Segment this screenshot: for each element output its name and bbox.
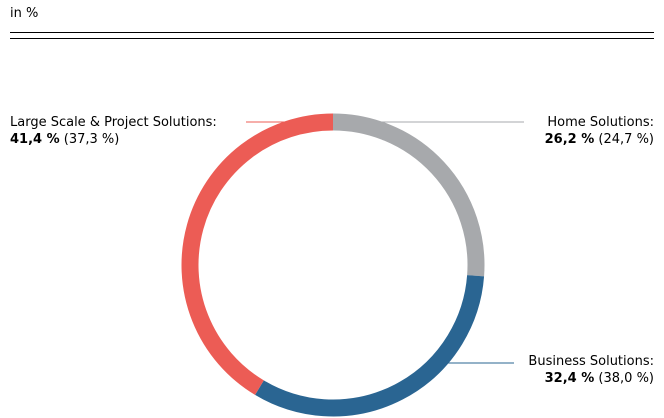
donut-slice-1 xyxy=(255,275,485,417)
legend-large-scale-value: 41,4 % xyxy=(10,132,60,147)
legend-home-solutions-value: 26,2 % xyxy=(544,132,595,147)
legend-business-solutions-previous: (38,0 %) xyxy=(598,371,654,386)
donut-slice-2 xyxy=(181,113,334,395)
legend-business-solutions-name: Business Solutions: xyxy=(528,354,654,369)
legend-home-solutions-name: Home Solutions: xyxy=(547,115,654,130)
legend-home-solutions-previous: (24,7 %) xyxy=(598,132,654,147)
legend-large-scale-name: Large Scale & Project Solutions: xyxy=(10,115,217,130)
unit-label: in % xyxy=(10,6,39,21)
legend-business-solutions-value: 32,4 % xyxy=(544,371,595,386)
legend-business-solutions: Business Solutions: 32,4 % (38,0 %) xyxy=(528,353,654,387)
legend-large-scale-previous: (37,3 %) xyxy=(63,132,120,147)
donut-slice-0 xyxy=(332,113,485,277)
legend-home-solutions: Home Solutions: 26,2 % (24,7 %) xyxy=(545,114,654,148)
header-rule-top xyxy=(10,32,654,33)
header-rule-bottom xyxy=(10,38,654,39)
legend-large-scale: Large Scale & Project Solutions: 41,4 % … xyxy=(10,114,217,148)
